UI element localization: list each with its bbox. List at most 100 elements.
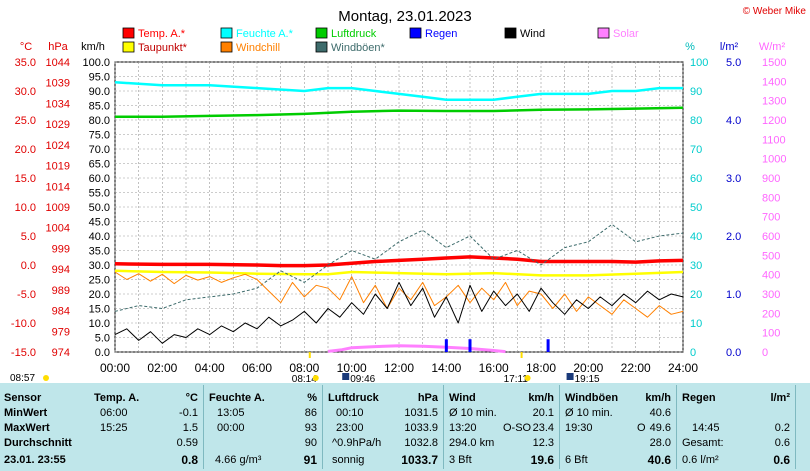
label-current: 23.01. 23:55 — [4, 454, 66, 466]
hum-avg: 90 — [304, 437, 317, 449]
legend-label: Temp. A.* — [138, 28, 186, 40]
legend-swatch — [315, 41, 328, 53]
y-tick-wind: 90.0 — [89, 86, 110, 98]
y-tick-wind: 45.0 — [89, 217, 110, 229]
legend-label: Regen — [425, 28, 457, 40]
hum-abs: 4.66 g/m³ — [215, 454, 262, 466]
chart-title: Montag, 23.01.2023 — [338, 8, 471, 25]
y-tick-rain: 3.0 — [726, 173, 741, 185]
y-tick-hum: 100 — [690, 57, 708, 69]
press-unit: hPa — [417, 392, 438, 404]
temp-current: 0.8 — [181, 453, 198, 467]
wind-max-time: 13:20 — [449, 422, 477, 434]
legend-swatch — [315, 27, 328, 39]
y-tick-rain: 0.0 — [726, 347, 741, 359]
divider — [443, 385, 444, 469]
press-trend: ^0.9hPa/h — [332, 437, 382, 449]
y-tick-temp: 0.0 — [21, 260, 36, 272]
press-condition: sonnig — [332, 454, 365, 466]
hum-unit: % — [307, 392, 317, 404]
y-tick-solar: 900 — [762, 173, 780, 185]
y-tick-wind: 35.0 — [89, 246, 110, 258]
y-tick-wind: 25.0 — [89, 275, 110, 287]
divider — [559, 385, 560, 469]
series-windchill — [114, 271, 684, 318]
x-tick-label: 16:00 — [479, 361, 509, 375]
x-tick-label: 04:00 — [195, 361, 225, 375]
y-tick-wind: 65.0 — [89, 159, 110, 171]
hum-current: 91 — [303, 453, 317, 467]
gust-bft: 6 Bft — [565, 454, 588, 466]
y-tick-press: 1009 — [46, 202, 70, 214]
x-tick-label: 18:00 — [526, 361, 556, 375]
legend-label: Solar — [613, 28, 639, 40]
series-luftdruck — [115, 106, 684, 118]
series-temp-a — [114, 255, 684, 268]
x-tick-label: 00:00 — [100, 361, 130, 375]
y-tick-temp: 30.0 — [15, 86, 36, 98]
y-tick-press: 994 — [52, 264, 70, 276]
x-tick-label: 10:00 — [337, 361, 367, 375]
table-col-press: Luftdruck hPa 00:10 1031.5 23:00 1033.9 ^0.… — [324, 383, 442, 471]
y-tick-wind: 10.0 — [89, 318, 110, 330]
y-tick-wind: 15.0 — [89, 304, 110, 316]
y-tick-wind: 80.0 — [89, 115, 110, 127]
x-tick-label: 02:00 — [147, 361, 177, 375]
gust-max-value: 49.6 — [649, 422, 671, 434]
sunrise-time: 08:14 — [292, 374, 317, 383]
table-labels: Sensor MinWert MaxWert Durchschnitt 23.0… — [0, 383, 90, 471]
rain-bar — [444, 339, 448, 352]
y-tick-wind: 75.0 — [89, 130, 110, 142]
axis-unit-rain: l/m² — [720, 41, 739, 53]
gust-max-time: 19:30 — [565, 422, 593, 434]
sunset-time: 17:11 — [504, 374, 529, 383]
y-tick-wind: 5.0 — [95, 333, 110, 345]
gust-dir: O — [637, 422, 646, 434]
y-tick-press: 1029 — [46, 119, 70, 131]
sunrise-left-time: 08:57 — [10, 373, 35, 383]
hum-min-value: 86 — [304, 407, 317, 419]
legend-label: Taupunkt* — [138, 42, 188, 54]
x-tick-label: 06:00 — [242, 361, 272, 375]
y-tick-solar: 1100 — [762, 134, 786, 146]
series-windb-en — [114, 223, 684, 312]
wind-dir: O-SO — [503, 422, 532, 434]
rain-bar — [546, 339, 550, 352]
hum-max-time: 00:00 — [217, 422, 245, 434]
x-tick-label: 14:00 — [431, 361, 461, 375]
wind-run: 294.0 km — [449, 437, 495, 449]
rain-bar — [468, 339, 472, 352]
y-tick-solar: 700 — [762, 212, 780, 224]
y-tick-solar: 600 — [762, 231, 780, 243]
press-max-value: 1033.9 — [404, 422, 438, 434]
y-tick-solar: 1300 — [762, 96, 786, 108]
divider — [322, 385, 323, 469]
press-min-value: 1031.5 — [404, 407, 438, 419]
y-tick-temp: 5.0 — [21, 231, 36, 243]
y-tick-hum: 80 — [690, 115, 702, 127]
y-tick-hum: 20 — [690, 289, 702, 301]
wind-title: Wind — [449, 392, 476, 404]
legend-label: Windchill — [236, 42, 280, 54]
gust-current: 40.6 — [647, 453, 671, 467]
legend-swatch — [122, 27, 135, 39]
y-tick-solar: 200 — [762, 308, 780, 320]
y-tick-wind: 30.0 — [89, 260, 110, 272]
table-col-rain: Regen l/m² 14:45 0.2 Gesamt: 0.6 0.6 l/m² 0.… — [678, 383, 794, 471]
gust-day-avg: 28.0 — [649, 437, 671, 449]
legend-swatch — [504, 27, 517, 39]
gust-avg-label: Ø 10 min. — [565, 407, 613, 419]
axis-unit-temp: °C — [20, 41, 32, 53]
y-tick-press: 979 — [52, 326, 70, 338]
y-tick-hum: 40 — [690, 231, 702, 243]
y-tick-solar: 1500 — [762, 57, 786, 69]
divider — [795, 385, 796, 469]
y-tick-wind: 60.0 — [89, 173, 110, 185]
y-tick-rain: 2.0 — [726, 231, 741, 243]
wind-current: 19.6 — [530, 453, 554, 467]
wind-bft: 3 Bft — [449, 454, 472, 466]
y-tick-hum: 0 — [690, 347, 696, 359]
y-tick-temp: -10.0 — [11, 318, 36, 330]
y-tick-temp: 20.0 — [15, 144, 36, 156]
y-tick-hum: 70 — [690, 144, 702, 156]
